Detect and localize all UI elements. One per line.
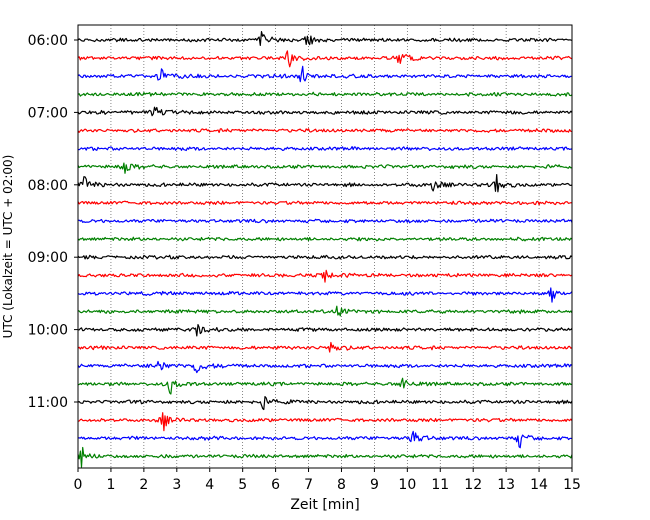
x-tick-label: 12 [464,477,482,493]
x-tick-label: 13 [497,477,515,493]
y-axis-ticks: 06:00 07:00 08:00 09:00 10:00 11:00 [28,33,78,411]
trace-line [77,324,573,337]
plot-frame [77,24,573,469]
x-tick-label: 10 [398,477,416,493]
trace-line [77,236,573,242]
y-tick-label: 09:00 [28,250,68,266]
trace-line [77,146,573,152]
y-tick-label: 10:00 [28,323,68,339]
y-axis-label: UTC (Lokalzeit = UTC + 02:00) [1,155,15,339]
trace-line [77,269,573,283]
trace-line [77,412,573,432]
x-axis-label: Zeit [min] [290,497,359,513]
y-tick-label: 08:00 [28,178,68,194]
trace-line [77,305,573,317]
vertical-grid [110,25,540,468]
trace-line [77,162,573,174]
x-tick-label: 9 [370,477,379,493]
trace-line [77,50,573,68]
trace-line [77,396,573,411]
x-tick-label: 14 [530,477,548,493]
trace-line [77,446,573,468]
trace-line [77,377,573,395]
trace-line [77,174,573,193]
x-tick-label: 15 [563,477,581,493]
trace-line [77,341,573,353]
y-tick-label: 11:00 [28,395,68,411]
trace-line [77,218,573,224]
trace-line [77,287,573,303]
trace-line [77,200,573,206]
trace-line [78,430,573,449]
trace-line [77,254,573,260]
trace-line [77,31,573,46]
x-tick-label: 4 [205,477,214,493]
x-tick-label: 0 [74,477,83,493]
x-tick-label: 7 [304,477,313,493]
x-tick-label: 5 [238,477,247,493]
trace-line [77,360,573,374]
trace-line [77,91,573,97]
trace-line [77,65,572,83]
y-tick-label: 07:00 [28,105,68,121]
x-tick-label: 1 [106,477,115,493]
x-tick-label: 2 [139,477,148,493]
y-tick-label: 06:00 [28,33,68,49]
x-axis-ticks: 0 1 2 3 4 5 6 7 8 9 10 11 12 13 14 15 [74,468,581,493]
x-tick-label: 8 [337,477,346,493]
trace-line [77,128,573,134]
x-tick-label: 11 [431,477,449,493]
x-tick-label: 6 [271,477,280,493]
traces [77,31,573,468]
trace-line [77,106,573,117]
x-tick-label: 3 [172,477,181,493]
